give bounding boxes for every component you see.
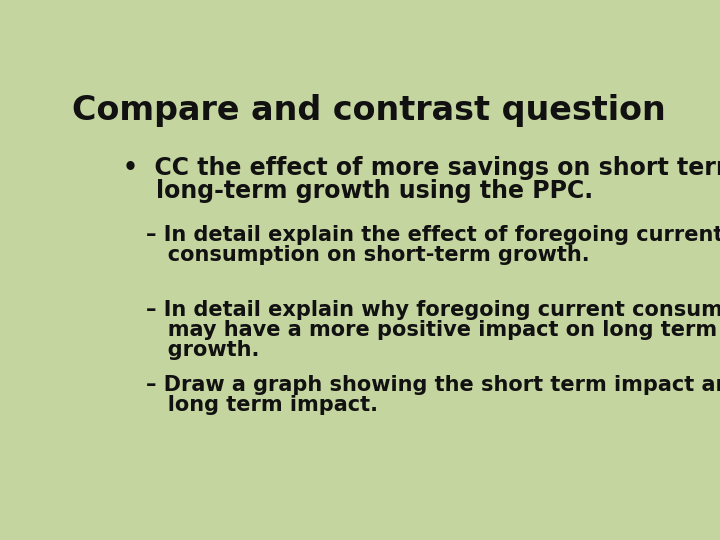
Text: consumption on short-term growth.: consumption on short-term growth. xyxy=(145,245,590,265)
Text: – In detail explain why foregoing current consumption: – In detail explain why foregoing curren… xyxy=(145,300,720,320)
Text: may have a more positive impact on long term: may have a more positive impact on long … xyxy=(145,320,717,340)
Text: long term impact.: long term impact. xyxy=(145,395,378,415)
Text: – Draw a graph showing the short term impact and: – Draw a graph showing the short term im… xyxy=(145,375,720,395)
Text: Compare and contrast question: Compare and contrast question xyxy=(72,94,666,127)
Text: long-term growth using the PPC.: long-term growth using the PPC. xyxy=(124,179,593,203)
Text: growth.: growth. xyxy=(145,340,259,360)
Text: – In detail explain the effect of foregoing current: – In detail explain the effect of forego… xyxy=(145,225,720,245)
Text: •  CC the effect of more savings on short term and: • CC the effect of more savings on short… xyxy=(124,156,720,180)
